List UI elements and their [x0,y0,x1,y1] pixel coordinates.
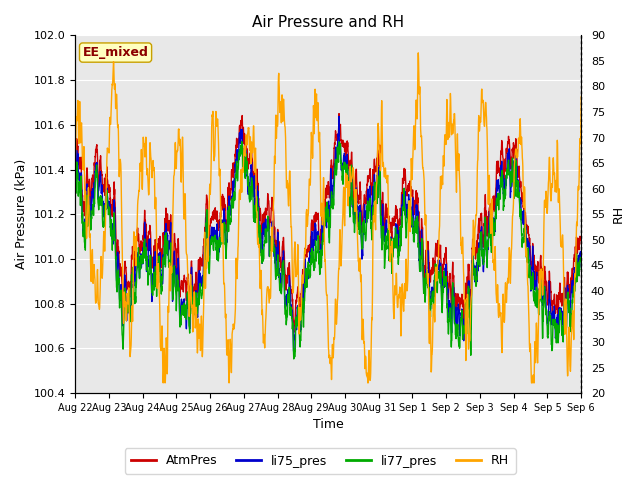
X-axis label: Time: Time [313,419,344,432]
Y-axis label: Air Pressure (kPa): Air Pressure (kPa) [15,159,28,269]
Text: EE_mixed: EE_mixed [83,46,148,59]
Title: Air Pressure and RH: Air Pressure and RH [252,15,404,30]
Y-axis label: RH: RH [612,205,625,223]
Legend: AtmPres, li75_pres, li77_pres, RH: AtmPres, li75_pres, li77_pres, RH [125,448,515,474]
